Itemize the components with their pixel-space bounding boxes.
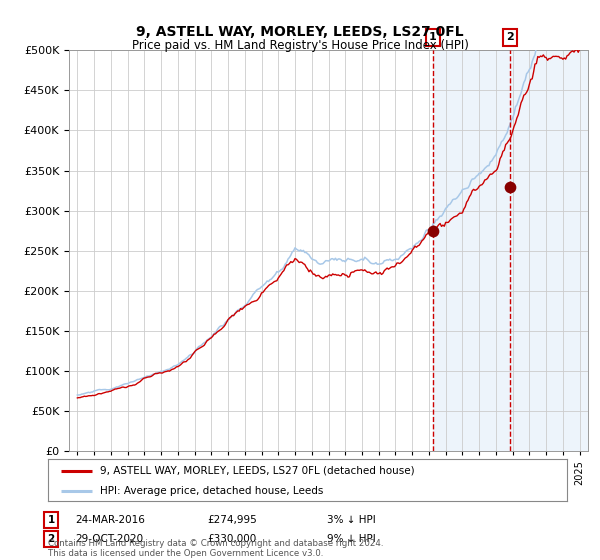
Text: 1: 1 [429, 32, 437, 43]
Text: 24-MAR-2016: 24-MAR-2016 [75, 515, 145, 525]
Text: Price paid vs. HM Land Registry's House Price Index (HPI): Price paid vs. HM Land Registry's House … [131, 39, 469, 52]
Text: 9% ↓ HPI: 9% ↓ HPI [327, 534, 376, 544]
Point [505, 182, 515, 191]
Point [428, 226, 437, 235]
Text: £330,000: £330,000 [207, 534, 256, 544]
Text: 1: 1 [47, 515, 55, 525]
Text: Contains HM Land Registry data © Crown copyright and database right 2024.
This d: Contains HM Land Registry data © Crown c… [48, 539, 383, 558]
Text: £274,995: £274,995 [207, 515, 257, 525]
Text: 2: 2 [47, 534, 55, 544]
Text: 9, ASTELL WAY, MORLEY, LEEDS, LS27 0FL: 9, ASTELL WAY, MORLEY, LEEDS, LS27 0FL [136, 25, 464, 39]
Text: 29-OCT-2020: 29-OCT-2020 [75, 534, 143, 544]
Text: 3% ↓ HPI: 3% ↓ HPI [327, 515, 376, 525]
Text: 2: 2 [506, 32, 514, 43]
Text: HPI: Average price, detached house, Leeds: HPI: Average price, detached house, Leed… [100, 486, 323, 496]
Text: 9, ASTELL WAY, MORLEY, LEEDS, LS27 0FL (detached house): 9, ASTELL WAY, MORLEY, LEEDS, LS27 0FL (… [100, 466, 415, 476]
Bar [433, 50, 588, 451]
